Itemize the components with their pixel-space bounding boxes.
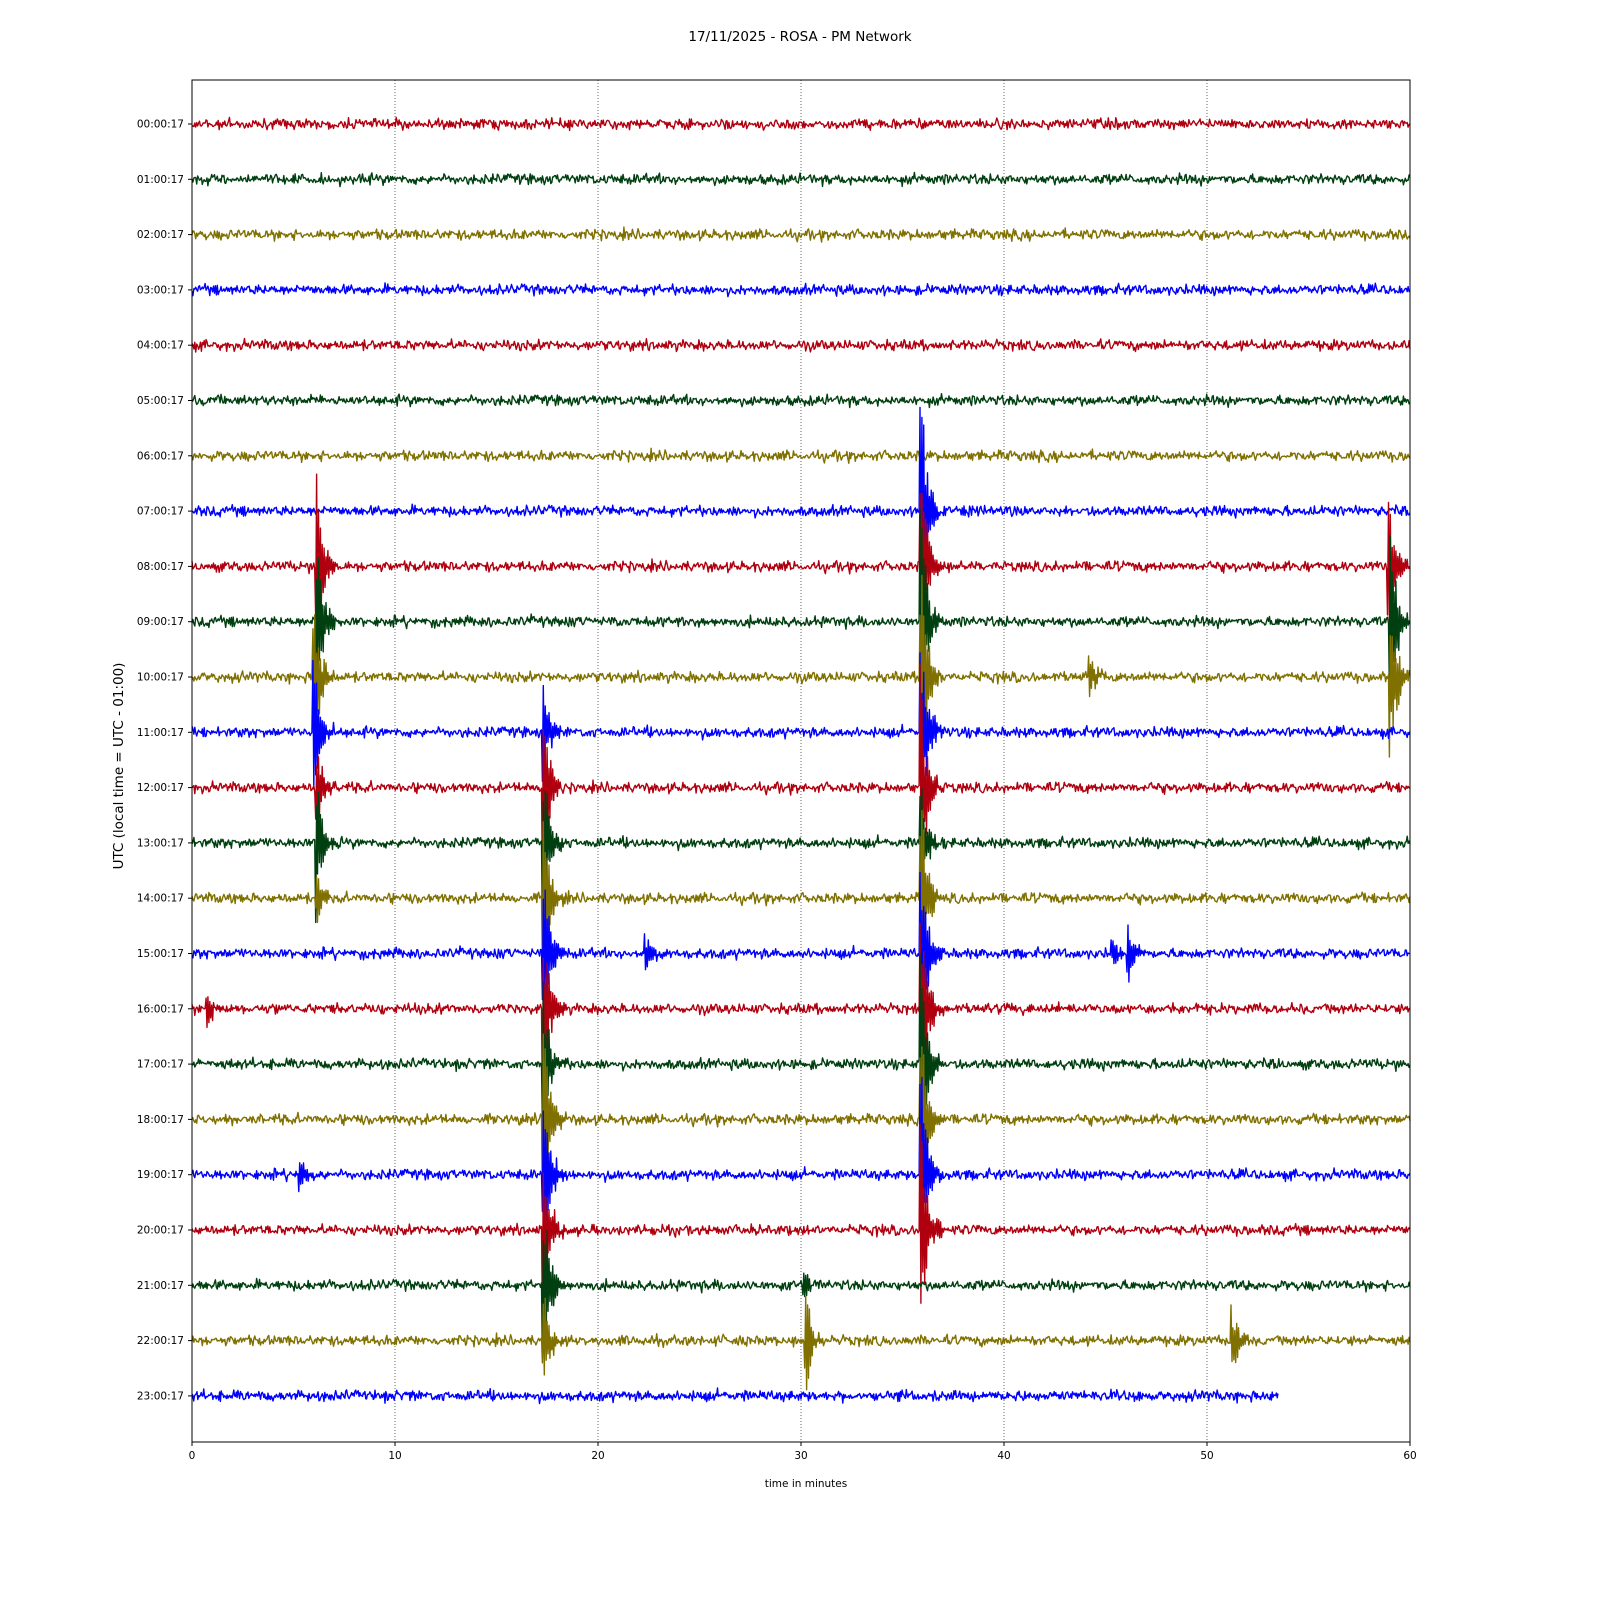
y-tick-label: 08:00:17 bbox=[137, 561, 184, 573]
y-tick-label: 03:00:17 bbox=[137, 284, 184, 296]
trace-00:00:17 bbox=[191, 116, 1411, 132]
x-axis-label: time in minutes bbox=[764, 1478, 848, 1490]
trace-09:00:17 bbox=[191, 508, 1411, 708]
trace-10:00:17 bbox=[191, 574, 1411, 769]
trace-16:00:17 bbox=[191, 922, 1411, 1099]
y-tick-label: 10:00:17 bbox=[137, 672, 184, 684]
x-tick-label: 50 bbox=[1200, 1450, 1213, 1462]
y-tick-label: 18:00:17 bbox=[137, 1114, 184, 1126]
y-tick-label: 00:00:17 bbox=[137, 119, 184, 131]
trace-18:00:17 bbox=[191, 1033, 1411, 1210]
y-tick-label: 20:00:17 bbox=[137, 1225, 184, 1237]
x-tick-label: 30 bbox=[794, 1450, 807, 1462]
y-ticks: 00:00:17 01:00:17 02:00:17 03:00:17 04:00:17… bbox=[137, 119, 192, 1402]
trace-01:00:17 bbox=[191, 171, 1411, 188]
trace-21:00:17 bbox=[191, 1229, 1411, 1359]
trace-05:00:17 bbox=[191, 393, 1411, 409]
y-tick-label: 06:00:17 bbox=[137, 450, 184, 462]
trace-12:00:17 bbox=[191, 663, 1411, 876]
y-tick-label: 07:00:17 bbox=[137, 506, 184, 518]
trace-08:00:17 bbox=[191, 473, 1411, 629]
y-tick-label: 13:00:17 bbox=[137, 837, 184, 849]
y-tick-label: 17:00:17 bbox=[137, 1059, 184, 1071]
x-tick-label: 60 bbox=[1403, 1450, 1416, 1462]
trace-23:00:17 bbox=[191, 1387, 1279, 1405]
seismic-traces bbox=[191, 116, 1411, 1405]
x-ticks: 0 10 20 30 40 50 60 bbox=[189, 1442, 1417, 1462]
trace-03:00:17 bbox=[191, 282, 1411, 298]
trace-11:00:17 bbox=[191, 652, 1411, 823]
trace-22:00:17 bbox=[191, 1296, 1411, 1391]
x-tick-label: 0 bbox=[189, 1450, 196, 1462]
grid-lines bbox=[394, 80, 1208, 1442]
chart-title: 17/11/2025 - ROSA - PM Network bbox=[688, 29, 912, 45]
trace-07:00:17 bbox=[191, 406, 1411, 593]
y-tick-label: 22:00:17 bbox=[137, 1335, 184, 1347]
y-tick-label: 09:00:17 bbox=[137, 616, 184, 628]
trace-14:00:17 bbox=[191, 810, 1411, 1001]
trace-15:00:17 bbox=[191, 871, 1411, 1023]
y-tick-label: 21:00:17 bbox=[137, 1280, 184, 1292]
x-tick-label: 10 bbox=[388, 1450, 401, 1462]
trace-20:00:17 bbox=[191, 1123, 1411, 1318]
y-tick-label: 02:00:17 bbox=[137, 229, 184, 241]
x-tick-label: 40 bbox=[997, 1450, 1010, 1462]
y-tick-label: 15:00:17 bbox=[137, 948, 184, 960]
trace-02:00:17 bbox=[191, 226, 1411, 243]
y-tick-label: 04:00:17 bbox=[137, 340, 184, 352]
trace-06:00:17 bbox=[191, 447, 1411, 464]
trace-13:00:17 bbox=[191, 787, 1411, 928]
trace-19:00:17 bbox=[191, 1076, 1411, 1260]
y-tick-label: 14:00:17 bbox=[137, 893, 184, 905]
y-tick-label: 01:00:17 bbox=[137, 174, 184, 186]
y-tick-label: 23:00:17 bbox=[137, 1390, 184, 1402]
y-tick-label: 11:00:17 bbox=[137, 727, 184, 739]
y-tick-label: 12:00:17 bbox=[137, 782, 184, 794]
trace-17:00:17 bbox=[191, 953, 1411, 1153]
y-tick-label: 16:00:17 bbox=[137, 1003, 184, 1015]
trace-04:00:17 bbox=[191, 337, 1411, 353]
x-tick-label: 20 bbox=[591, 1450, 604, 1462]
y-tick-label: 19:00:17 bbox=[137, 1169, 184, 1181]
y-tick-label: 05:00:17 bbox=[137, 395, 184, 407]
